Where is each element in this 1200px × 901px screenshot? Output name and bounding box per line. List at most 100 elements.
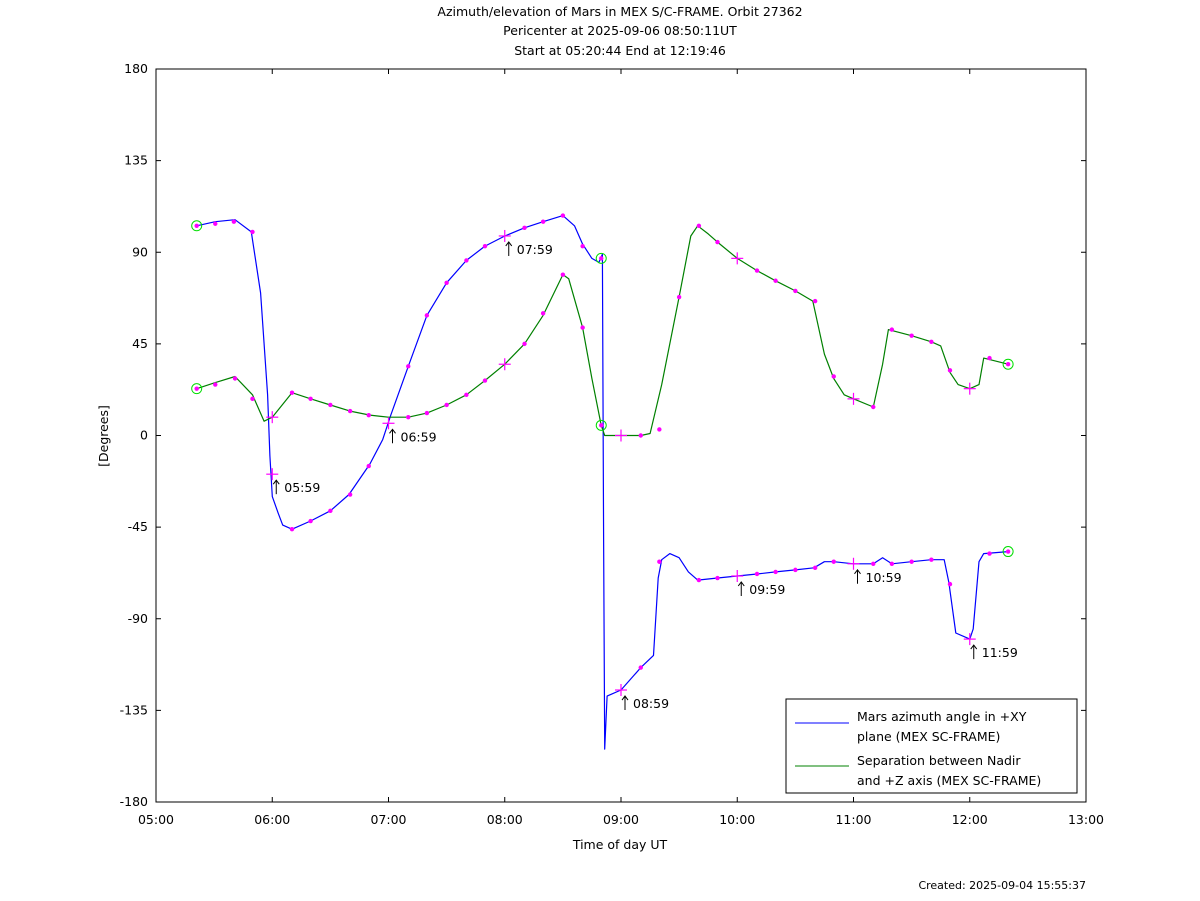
series-azimuth: 05:59 07:59 08:59 09:59 10:59 11:59	[191, 213, 1018, 750]
data-point	[580, 325, 585, 330]
data-point	[366, 463, 371, 469]
y-tick-label: -135	[120, 702, 148, 717]
data-point	[831, 374, 836, 379]
data-point	[560, 272, 566, 277]
data-point	[947, 368, 953, 373]
y-tick-label: 90	[132, 244, 148, 259]
data-point	[657, 427, 662, 432]
time-mark-arrowhead	[854, 568, 861, 575]
time-mark-label: 05:59	[284, 480, 320, 495]
endpoint-marker	[1002, 358, 1014, 370]
legend-azimuth-line-2: plane (MEX SC-FRAME)	[857, 729, 1000, 744]
series-layer: 05:59 07:59 08:59 09:59 10:59 11:59 06:59	[191, 213, 1018, 750]
data-point	[250, 396, 255, 402]
data-point	[213, 221, 218, 226]
data-point	[696, 223, 702, 228]
data-point	[773, 278, 778, 283]
data-point	[347, 492, 353, 497]
data-point	[831, 559, 836, 564]
y-tick-label: -180	[120, 794, 148, 809]
data-point	[424, 410, 430, 416]
data-point	[987, 355, 992, 361]
data-point	[482, 243, 488, 249]
data-point	[308, 518, 313, 524]
data-point	[599, 256, 604, 261]
data-point	[540, 219, 546, 224]
y-tick-label: 45	[132, 336, 148, 351]
chart-title-line-3: Start at 05:20:44 End at 12:19:46	[514, 43, 726, 58]
data-point	[676, 294, 682, 300]
data-point	[947, 581, 953, 587]
data-point	[754, 571, 760, 577]
data-point	[889, 327, 895, 332]
legend-label-azimuth: Mars azimuth angle in +XY plane (MEX SC-…	[857, 709, 1030, 744]
endpoint-marker	[191, 220, 203, 232]
time-mark-arrowhead	[737, 581, 745, 587]
data-point	[696, 577, 702, 583]
endpoint-marker	[595, 419, 607, 431]
data-point	[444, 402, 449, 408]
time-mark-arrowhead	[272, 479, 280, 485]
data-point	[871, 404, 876, 410]
series-line-azimuth	[196, 215, 1009, 750]
data-point	[657, 559, 662, 564]
data-point	[444, 280, 449, 285]
data-point	[289, 526, 295, 532]
time-mark-arrowhead	[970, 644, 978, 650]
data-point	[232, 376, 238, 381]
series-separation: 06:59	[191, 223, 1014, 444]
legend: Mars azimuth angle in +XY plane (MEX SC-…	[785, 698, 1078, 794]
x-tick-label: 11:00	[835, 812, 871, 827]
data-point	[424, 313, 430, 318]
data-point	[929, 339, 934, 345]
x-tick-label: 05:00	[138, 812, 174, 827]
x-tick-label: 07:00	[370, 812, 406, 827]
axes: 05:00 06:00 07:00 08:00 09:00 10:00 11:00 12:00…	[120, 61, 1104, 827]
data-point	[289, 390, 295, 395]
y-axis-label: [Degrees]	[96, 405, 111, 467]
y-tick-label: -45	[128, 519, 148, 534]
data-point	[754, 268, 760, 273]
time-mark-label: 06:59	[401, 429, 437, 444]
data-point	[231, 219, 237, 224]
data-point	[250, 229, 255, 235]
legend-box	[785, 698, 1078, 794]
data-point	[638, 665, 643, 670]
data-point	[540, 311, 546, 316]
data-point	[1005, 549, 1011, 554]
data-point	[464, 258, 469, 263]
y-tick-label: -90	[128, 611, 148, 626]
chart-title-line-2: Pericenter at 2025-09-06 08:50:11UT	[503, 23, 737, 38]
data-point	[522, 341, 527, 347]
data-point	[560, 213, 566, 218]
data-point	[812, 565, 818, 571]
data-point	[213, 382, 218, 387]
data-point	[464, 392, 469, 397]
time-mark-arrowhead	[389, 428, 396, 434]
x-tick-label: 13:00	[1068, 812, 1104, 827]
data-point	[812, 298, 818, 304]
time-mark-label: 09:59	[749, 582, 785, 597]
data-point	[715, 575, 720, 581]
data-point	[1005, 362, 1011, 367]
data-point	[194, 386, 199, 391]
legend-separation-line-2: and +Z axis (MEX SC-FRAME)	[857, 773, 1041, 788]
x-tick-label: 08:00	[487, 812, 523, 827]
data-point	[909, 559, 914, 564]
chart-title-line-1: Azimuth/elevation of Mars in MEX S/C-FRA…	[437, 4, 802, 19]
x-tick-label: 10:00	[719, 812, 755, 827]
x-tick-label: 06:00	[254, 812, 290, 827]
time-mark-label: 10:59	[866, 570, 902, 585]
series-line-separation	[196, 225, 1009, 437]
x-tick-label: 09:00	[603, 812, 639, 827]
data-point	[194, 223, 199, 228]
data-point	[599, 423, 604, 428]
time-mark-arrowhead	[621, 695, 629, 701]
data-point	[871, 561, 876, 566]
data-point	[793, 288, 798, 294]
endpoint-marker	[1002, 546, 1014, 558]
data-point	[406, 364, 411, 369]
data-point	[366, 412, 371, 418]
x-tick-label: 12:00	[952, 812, 988, 827]
